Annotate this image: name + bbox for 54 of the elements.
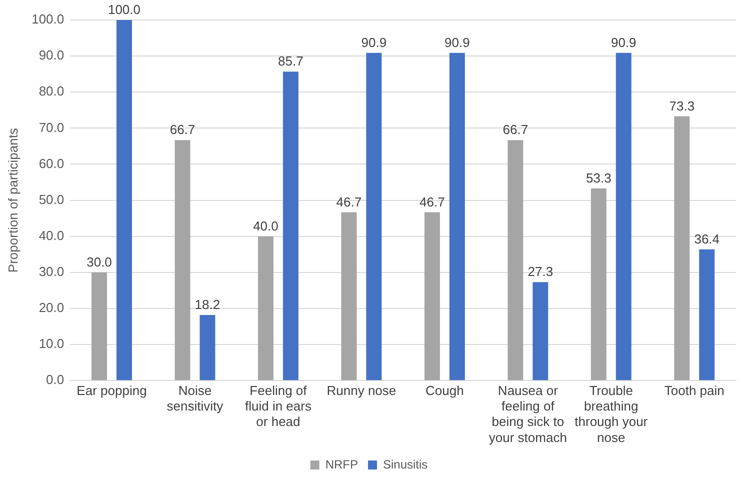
data-label: 27.3 bbox=[528, 264, 554, 280]
y-tick-label: 80.0 bbox=[38, 84, 64, 99]
bar bbox=[674, 116, 690, 380]
x-tick-label: Ear popping bbox=[76, 382, 147, 398]
y-axis-title: Proportion of participants bbox=[5, 128, 20, 273]
data-label: 100.0 bbox=[108, 2, 141, 18]
data-label: 40.0 bbox=[253, 218, 278, 234]
y-tick-label: 30.0 bbox=[38, 264, 64, 279]
x-tick-label: Feeling of fluid in ears or head bbox=[244, 382, 312, 430]
bar bbox=[92, 272, 108, 380]
y-tick-label: 40.0 bbox=[38, 228, 64, 243]
data-label: 30.0 bbox=[86, 254, 112, 270]
y-tick-label: 0.0 bbox=[46, 372, 64, 388]
data-label: 85.7 bbox=[278, 54, 304, 69]
data-label: 53.3 bbox=[586, 170, 612, 186]
data-label: 90.9 bbox=[444, 34, 470, 50]
x-tick-label: Tooth pain bbox=[664, 382, 724, 398]
x-tick-label: Trouble breathing through your nose bbox=[574, 382, 648, 445]
data-label: 90.9 bbox=[610, 34, 636, 50]
bar bbox=[699, 249, 715, 380]
legend-label: Sinusitis bbox=[382, 457, 428, 472]
y-tick-label: 90.0 bbox=[38, 48, 64, 63]
bar bbox=[282, 72, 298, 380]
data-label: 46.7 bbox=[336, 194, 362, 210]
data-label: 36.4 bbox=[694, 231, 720, 246]
bar bbox=[366, 52, 382, 380]
x-tick-label: Noise sensitivity bbox=[166, 382, 224, 414]
legend-label: NRFP bbox=[325, 457, 358, 472]
data-label: 73.3 bbox=[669, 98, 695, 114]
y-tick-label: 100.0 bbox=[32, 12, 64, 27]
x-tick-label: Cough bbox=[426, 382, 464, 398]
data-label: 66.7 bbox=[170, 122, 196, 138]
data-label: 18.2 bbox=[194, 297, 220, 312]
y-tick-label: 70.0 bbox=[38, 120, 64, 135]
data-label: 90.9 bbox=[361, 34, 387, 50]
bar bbox=[616, 52, 632, 380]
data-label: 46.7 bbox=[420, 194, 445, 210]
data-label: 66.7 bbox=[502, 122, 528, 138]
bar bbox=[590, 188, 606, 380]
bar bbox=[449, 52, 465, 380]
y-tick-label: 10.0 bbox=[38, 336, 64, 352]
bar bbox=[258, 236, 274, 380]
y-tick-label: 50.0 bbox=[38, 192, 64, 207]
bar bbox=[532, 282, 548, 380]
bar bbox=[424, 212, 440, 380]
y-tick-label: 60.0 bbox=[38, 156, 64, 171]
bar bbox=[174, 140, 190, 380]
bar bbox=[508, 140, 524, 380]
bar bbox=[116, 20, 132, 380]
x-tick-label: Nausea or feeling of being sick to your stomach bbox=[488, 382, 567, 445]
x-tick-label: Runny nose bbox=[326, 382, 396, 398]
bar bbox=[341, 212, 357, 380]
y-tick-label: 20.0 bbox=[38, 300, 64, 316]
bar bbox=[200, 314, 216, 380]
